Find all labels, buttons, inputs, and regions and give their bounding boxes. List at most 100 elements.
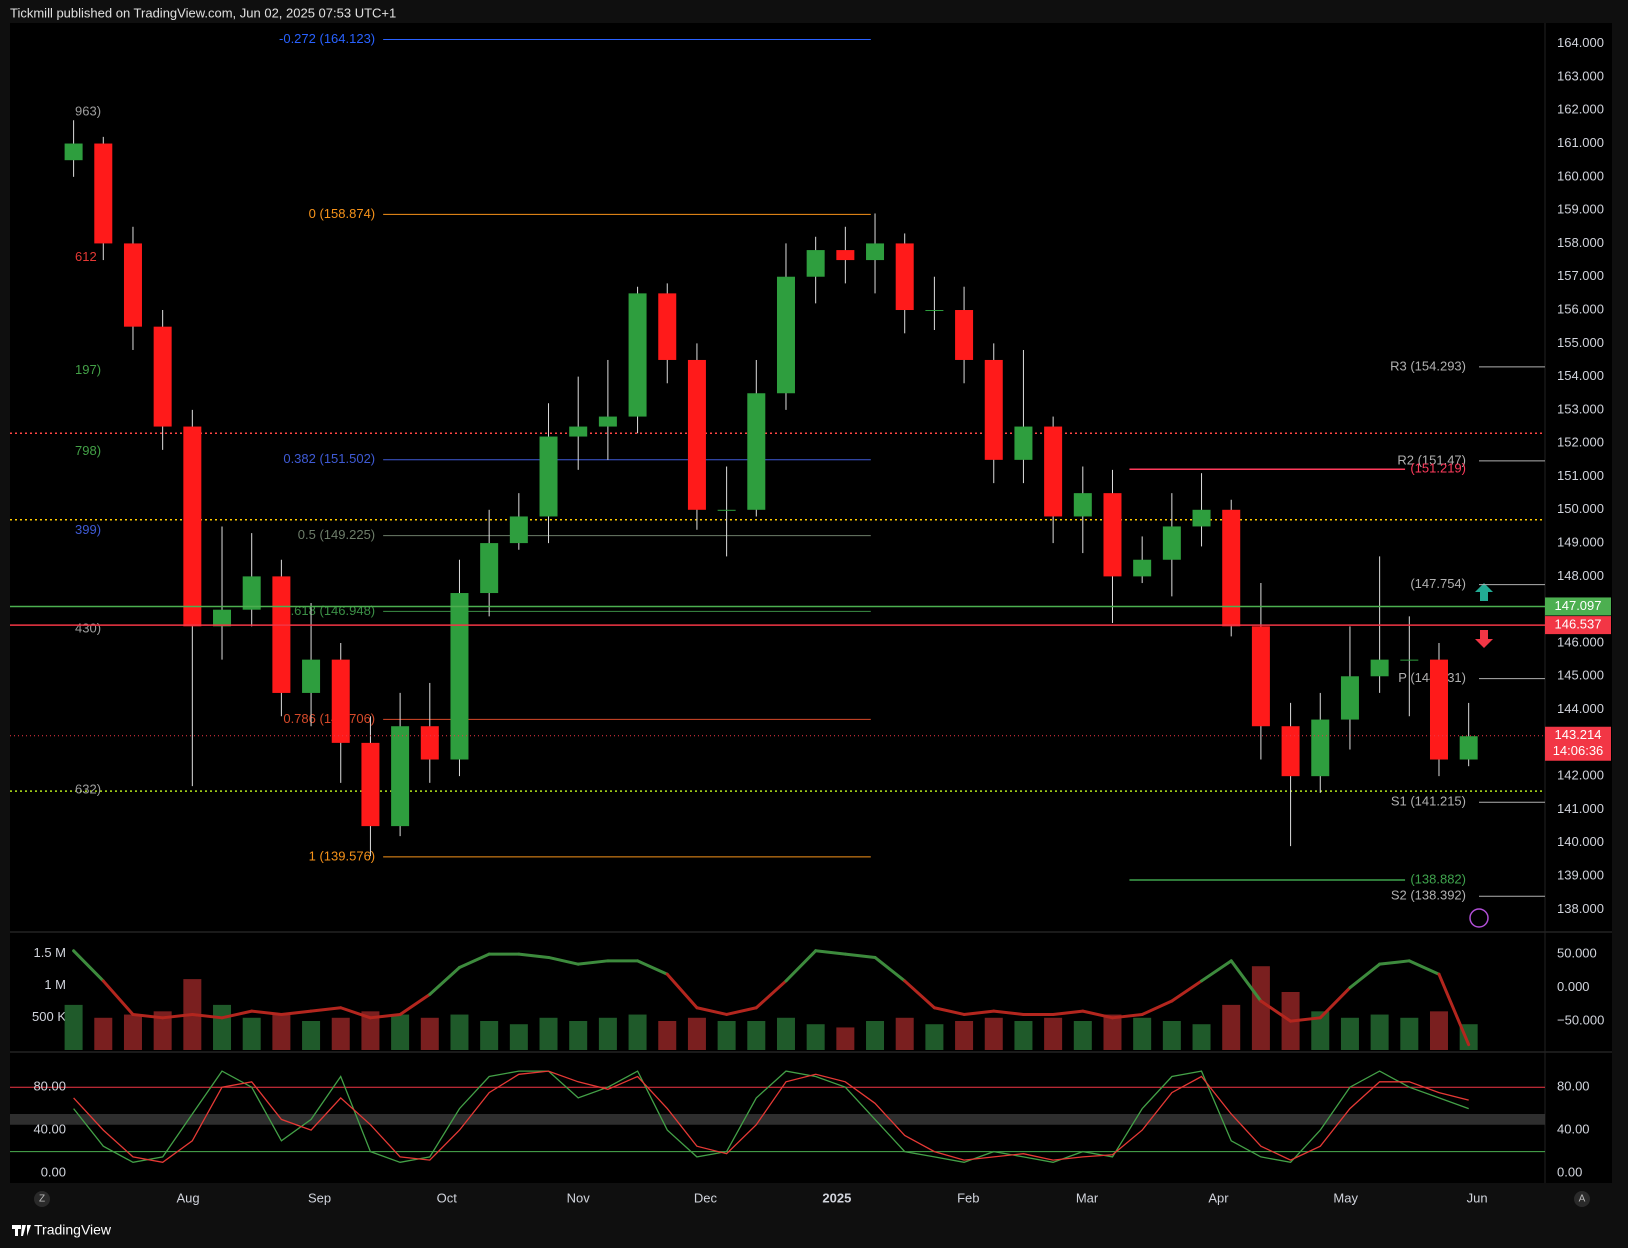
volume-bar	[955, 1021, 974, 1050]
candle-body	[1044, 426, 1063, 517]
x-tick-label: Dec	[694, 1190, 718, 1205]
oscillator-segment	[220, 1009, 254, 1020]
oscillator-segment	[517, 952, 551, 959]
volume-bar	[776, 1017, 795, 1050]
oscillator-segment	[339, 1006, 372, 1020]
y2-tick-label: −50.000	[1557, 1013, 1604, 1028]
volume-bar	[1251, 966, 1270, 1050]
oscillator-segment	[695, 1006, 729, 1016]
volume-bar	[1192, 1024, 1211, 1050]
oscillator-segment	[279, 1009, 313, 1016]
fib-label: -0.272 (164.123)	[279, 31, 375, 46]
volume-bar	[153, 1011, 172, 1050]
pivot-label: R3 (154.293)	[1390, 358, 1466, 373]
y-tick-label: 144.000	[1557, 701, 1604, 716]
oscillator-segment	[250, 1009, 283, 1016]
y-tick-label: 0.00	[41, 1164, 66, 1179]
candle-body	[391, 726, 410, 827]
volume-bar	[658, 1021, 677, 1050]
y-tick-label: 146.000	[1557, 634, 1604, 649]
candle-body	[984, 359, 1003, 460]
profile-label: 632)	[75, 781, 101, 796]
y-tick-label: 149.000	[1557, 535, 1604, 550]
candle-body	[302, 659, 321, 693]
volume-bar	[1133, 1017, 1152, 1050]
y-tick-label: 156.000	[1557, 301, 1604, 316]
candle-body	[94, 143, 113, 244]
volume-bar	[687, 1017, 706, 1050]
x-tick-label: Feb	[957, 1190, 979, 1205]
candle-body	[747, 393, 766, 510]
fib-label: 0.5 (149.225)	[298, 527, 375, 542]
y-tick-label: 500 K	[32, 1009, 66, 1024]
oscillator-segment	[398, 992, 432, 1016]
oscillator-segment	[754, 979, 788, 1010]
x-tick-label: Nov	[567, 1190, 591, 1205]
candle-body	[569, 426, 588, 437]
candle-body	[183, 426, 202, 627]
candle-body	[658, 293, 677, 360]
price-tag	[1545, 616, 1611, 635]
price-tag	[1545, 597, 1611, 616]
stoch-line	[73, 1070, 1469, 1164]
y-tick-label: 140.000	[1557, 834, 1604, 849]
y-tick-label: 150.000	[1557, 501, 1604, 516]
oscillator-segment	[1229, 959, 1263, 1003]
y-tick-label: 155.000	[1557, 335, 1604, 350]
fib-label: 0.786 (143.706)	[283, 711, 375, 726]
profile-label: 963)	[75, 104, 101, 119]
y-tick-label: 158.000	[1557, 235, 1604, 250]
y-tick-label: 80.00	[33, 1079, 66, 1094]
x-tick-label: 2025	[822, 1190, 851, 1205]
volume-bar	[984, 1017, 1003, 1050]
volume-bar	[509, 1024, 528, 1050]
last-price-label: 143.214	[1555, 727, 1602, 742]
volume-bar	[1014, 1021, 1033, 1050]
y-tick-label: 40.00	[1557, 1122, 1590, 1137]
countdown: 14:06:36	[1553, 743, 1604, 758]
volume-bar	[1044, 1017, 1063, 1050]
stoch-line	[73, 1070, 1469, 1163]
candle-body	[628, 293, 647, 417]
y-tick-label: 1.5 M	[33, 945, 66, 960]
oscillator-segment	[1289, 1016, 1322, 1023]
fib-label: 1 (139.576)	[309, 848, 376, 863]
oscillator-segment	[665, 972, 699, 1010]
volume-bar	[569, 1021, 588, 1050]
volume-bar	[866, 1021, 885, 1050]
volume-bar	[925, 1024, 944, 1050]
candle-body	[598, 416, 617, 427]
volume-bar	[450, 1014, 469, 1050]
y-tick-label: 80.00	[1557, 1079, 1590, 1094]
candle-body	[1251, 626, 1270, 727]
candle-body	[1133, 559, 1152, 577]
oscillator-segment	[962, 1009, 996, 1016]
x-tick-label: May	[1333, 1190, 1358, 1205]
candle-body	[1014, 426, 1033, 460]
pivot-label: (147.754)	[1410, 576, 1466, 591]
oscillator-segment	[725, 1006, 758, 1016]
candle-body	[64, 143, 83, 161]
y-tick-label: 151.000	[1557, 468, 1604, 483]
auto-button[interactable]	[1574, 1191, 1590, 1207]
candle-body	[1073, 493, 1092, 517]
button-label[interactable]: A	[1579, 1194, 1586, 1205]
oscillator-segment	[1170, 979, 1204, 1003]
y-tick-label: 162.000	[1557, 102, 1604, 117]
candle-body	[1192, 509, 1211, 527]
candle-body	[123, 243, 142, 327]
pivot-label: R2 (151.47)	[1397, 452, 1466, 467]
scroll-button[interactable]	[34, 1191, 50, 1207]
profile-label: 798)	[75, 443, 101, 458]
alert-icon[interactable]	[1469, 908, 1489, 928]
volume-bar	[598, 1017, 617, 1050]
oscillator-segment	[1081, 1009, 1114, 1020]
y-tick-label: 145.000	[1557, 668, 1604, 683]
volume-bar	[1311, 1011, 1330, 1050]
button-label[interactable]: Z	[39, 1194, 45, 1205]
y-tick-label: 139.000	[1557, 867, 1604, 882]
fib-label: 0.382 (151.502)	[283, 451, 375, 466]
y-tick-label: 1 M	[44, 977, 66, 992]
volume-bar	[242, 1017, 261, 1050]
oscillator-segment	[1200, 959, 1233, 983]
